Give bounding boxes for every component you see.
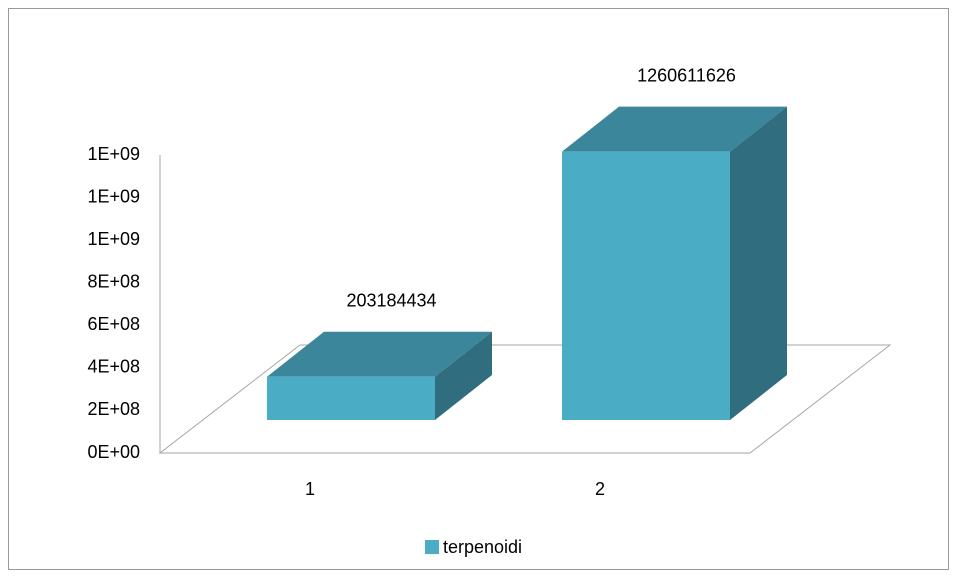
bar-top bbox=[562, 106, 787, 152]
bar-side bbox=[435, 331, 492, 420]
bar bbox=[267, 376, 435, 420]
data-label: 1260611626 bbox=[637, 65, 736, 85]
bar bbox=[562, 151, 730, 421]
y-tick-label: 0E+00 bbox=[87, 442, 140, 462]
y-tick-label: 1E+09 bbox=[87, 186, 140, 206]
data-label: 203184434 bbox=[346, 291, 436, 311]
bar-side bbox=[730, 106, 787, 421]
x-tick-label: 1 bbox=[305, 479, 315, 499]
y-tick-label: 2E+08 bbox=[87, 399, 140, 419]
bar-top bbox=[267, 331, 492, 377]
chart-frame bbox=[8, 8, 949, 570]
legend-swatch bbox=[425, 540, 439, 554]
legend-label: terpenoidi bbox=[443, 537, 522, 557]
y-tick-label: 6E+08 bbox=[87, 314, 140, 334]
y-tick-label: 4E+08 bbox=[87, 357, 140, 377]
floor bbox=[158, 344, 892, 454]
y-tick-label: 1E+09 bbox=[87, 144, 140, 164]
y-tick-label: 8E+08 bbox=[87, 271, 140, 291]
y-tick-label: 1E+09 bbox=[87, 229, 140, 249]
x-tick-label: 2 bbox=[595, 479, 605, 499]
